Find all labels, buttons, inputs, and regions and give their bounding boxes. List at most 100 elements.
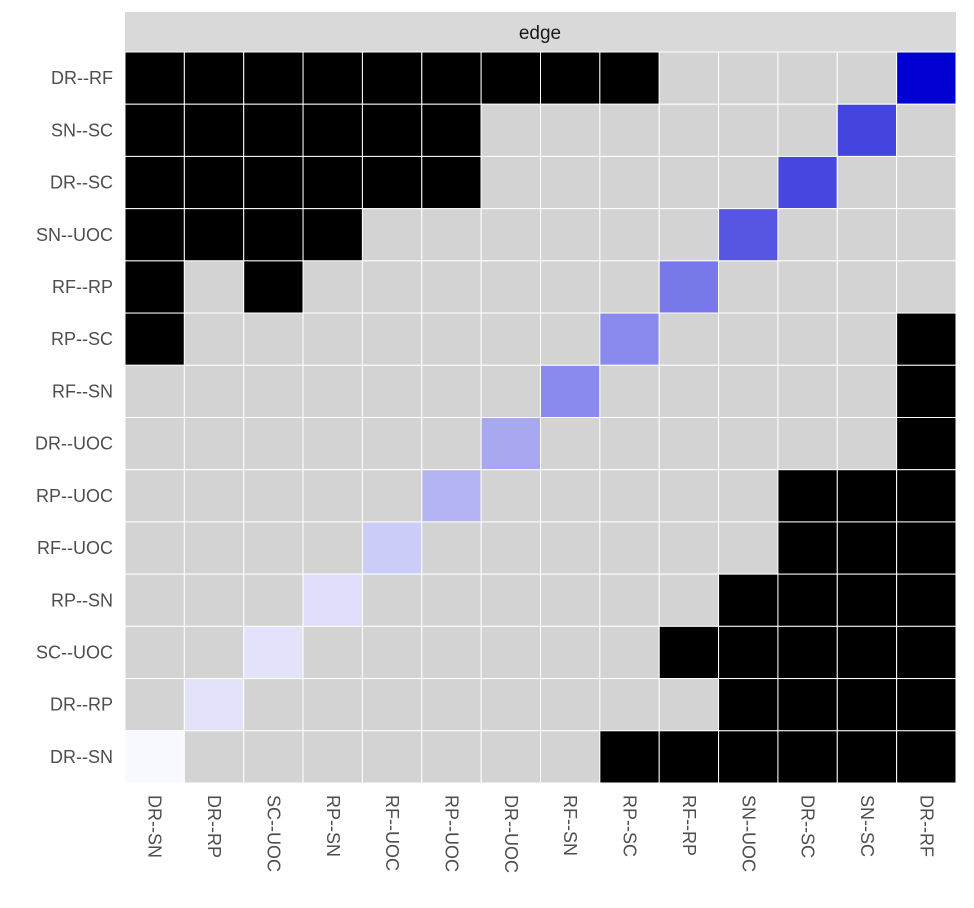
- heatmap-cell: [896, 260, 957, 314]
- heatmap-cell: [718, 103, 779, 157]
- column-tick-label: RF--RP: [679, 795, 699, 856]
- column-tick-label: RP--SN: [323, 795, 343, 857]
- heatmap-cell: [599, 155, 660, 210]
- heatmap-cell: [183, 103, 245, 157]
- heatmap-cell: [302, 364, 363, 418]
- heatmap-cell: [124, 678, 185, 732]
- heatmap-cell: [480, 364, 541, 418]
- row-tick-label: SN--SC: [51, 120, 113, 140]
- heatmap-cell: [302, 260, 363, 314]
- heatmap-cell: [421, 417, 482, 471]
- heatmap-cell: [124, 469, 185, 523]
- heatmap-cell: [243, 625, 304, 680]
- heatmap-cell: [540, 417, 601, 471]
- heatmap-cell: [836, 678, 898, 732]
- heatmap-cell: [718, 417, 779, 471]
- heatmap-cell: [361, 260, 423, 314]
- heatmap-cell: [540, 678, 601, 732]
- heatmap-cell: [480, 417, 541, 471]
- heatmap-cell: [243, 573, 304, 627]
- heatmap-cell: [421, 469, 482, 523]
- heatmap-cell: [777, 103, 838, 157]
- heatmap-cell: [599, 573, 660, 627]
- heatmap-cell: [896, 312, 957, 366]
- column-tick-label: DR--SN: [145, 795, 165, 858]
- heatmap-cell: [480, 678, 541, 732]
- heatmap-cell: [480, 521, 541, 575]
- heatmap-cell: [361, 312, 423, 366]
- heatmap-cell: [896, 521, 957, 575]
- heatmap-cell: [302, 573, 363, 627]
- facet-strip-label: edge: [519, 23, 561, 44]
- heatmap-cell: [540, 208, 601, 262]
- heatmap-cell: [777, 208, 838, 262]
- heatmap-cell: [540, 730, 601, 784]
- heatmap-cell: [421, 103, 482, 157]
- heatmap-cell: [777, 417, 838, 471]
- heatmap-cell: [540, 364, 601, 418]
- heatmap-cell: [361, 208, 423, 262]
- heatmap-cell: [243, 521, 304, 575]
- heatmap-cell: [183, 625, 245, 680]
- heatmap-cell: [302, 678, 363, 732]
- heatmap-cell: [183, 730, 245, 784]
- heatmap-cell: [480, 573, 541, 627]
- heatmap-cell: [777, 521, 838, 575]
- heatmap-cell: [421, 678, 482, 732]
- column-tick-label: DR--RP: [204, 795, 224, 858]
- heatmap-cell: [777, 364, 838, 418]
- heatmap-cell: [836, 625, 898, 680]
- heatmap-cell: [718, 521, 779, 575]
- heatmap-cell: [124, 625, 185, 680]
- heatmap-cell: [777, 155, 838, 210]
- heatmap-cell: [183, 521, 245, 575]
- heatmap-cell: [124, 521, 185, 575]
- row-tick-label: RF--RP: [52, 277, 113, 297]
- heatmap-cell: [718, 469, 779, 523]
- heatmap-cell: [302, 312, 363, 366]
- row-tick-label: DR--UOC: [35, 434, 113, 454]
- heatmap-cell: [421, 312, 482, 366]
- heatmap-cell: [124, 573, 185, 627]
- heatmap-cell: [718, 260, 779, 314]
- column-tick-label: SC--UOC: [263, 795, 283, 872]
- heatmap-cell: [243, 260, 304, 314]
- row-tick-label: RP--UOC: [36, 486, 113, 506]
- row-tick-label: DR--RF: [51, 68, 113, 88]
- column-tick-label: SN--UOC: [738, 795, 758, 872]
- heatmap-cell: [718, 51, 779, 105]
- row-tick-label: SN--UOC: [36, 225, 113, 245]
- heatmap-cell: [599, 51, 660, 105]
- heatmap-cell: [658, 155, 720, 210]
- heatmap-cell: [599, 417, 660, 471]
- column-tick-label: RP--SC: [620, 795, 640, 857]
- heatmap-cell: [361, 51, 423, 105]
- heatmap-cell: [540, 312, 601, 366]
- heatmap-cell: [361, 417, 423, 471]
- row-tick-label: RF--SN: [52, 381, 113, 401]
- heatmap-cell: [658, 364, 720, 418]
- heatmap-cell: [896, 208, 957, 262]
- heatmap-cell: [421, 573, 482, 627]
- heatmap-cell: [836, 469, 898, 523]
- heatmap-cell: [421, 521, 482, 575]
- heatmap-cell: [183, 260, 245, 314]
- heatmap-cell: [421, 625, 482, 680]
- heatmap-cell: [599, 260, 660, 314]
- heatmap-cell: [896, 417, 957, 471]
- heatmap-cell: [540, 51, 601, 105]
- heatmap-cell: [124, 364, 185, 418]
- heatmap-cell: [599, 364, 660, 418]
- heatmap-cell: [183, 155, 245, 210]
- heatmap-cell: [718, 155, 779, 210]
- heatmap-cell: [599, 469, 660, 523]
- column-tick-label: RP--UOC: [441, 795, 461, 872]
- heatmap-cell: [540, 155, 601, 210]
- heatmap-cell: [836, 573, 898, 627]
- heatmap-cell: [361, 469, 423, 523]
- heatmap-cell: [540, 521, 601, 575]
- heatmap-cell: [718, 364, 779, 418]
- heatmap-cell: [302, 103, 363, 157]
- heatmap-cell: [361, 573, 423, 627]
- heatmap-cell: [836, 208, 898, 262]
